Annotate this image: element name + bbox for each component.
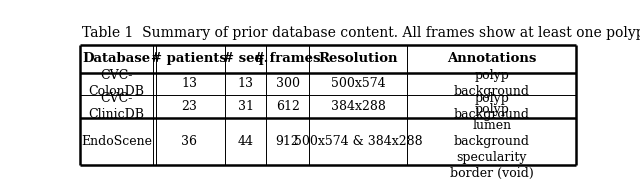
Text: 384x288: 384x288: [331, 100, 386, 113]
Text: CVC-
ColonDB: CVC- ColonDB: [89, 69, 145, 98]
Text: 23: 23: [181, 100, 197, 113]
Text: Resolution: Resolution: [319, 52, 398, 65]
Text: # patients: # patients: [152, 52, 227, 65]
Text: Table 1  Summary of prior database content. All frames show at least one polyp.: Table 1 Summary of prior database conten…: [83, 26, 640, 40]
Text: 500x574: 500x574: [331, 77, 385, 90]
Text: Database: Database: [83, 52, 151, 65]
Text: 44: 44: [237, 135, 253, 148]
Text: polyp
background: polyp background: [454, 69, 530, 98]
Text: 300: 300: [276, 77, 300, 90]
Text: 500x574 & 384x288: 500x574 & 384x288: [294, 135, 422, 148]
Text: 31: 31: [237, 100, 253, 113]
Text: CVC-
ClinicDB: CVC- ClinicDB: [89, 92, 145, 121]
Text: # seq.: # seq.: [223, 52, 268, 65]
Text: 612: 612: [276, 100, 300, 113]
Text: 13: 13: [181, 77, 197, 90]
Text: Annotations: Annotations: [447, 52, 536, 65]
Text: # frames: # frames: [254, 52, 321, 65]
Text: EndoScene: EndoScene: [81, 135, 152, 148]
Text: polyp
lumen
background
specularity
border (void): polyp lumen background specularity borde…: [450, 103, 534, 180]
Text: 36: 36: [181, 135, 197, 148]
Text: 912: 912: [276, 135, 300, 148]
Text: polyp
background: polyp background: [454, 92, 530, 121]
Text: 13: 13: [237, 77, 253, 90]
